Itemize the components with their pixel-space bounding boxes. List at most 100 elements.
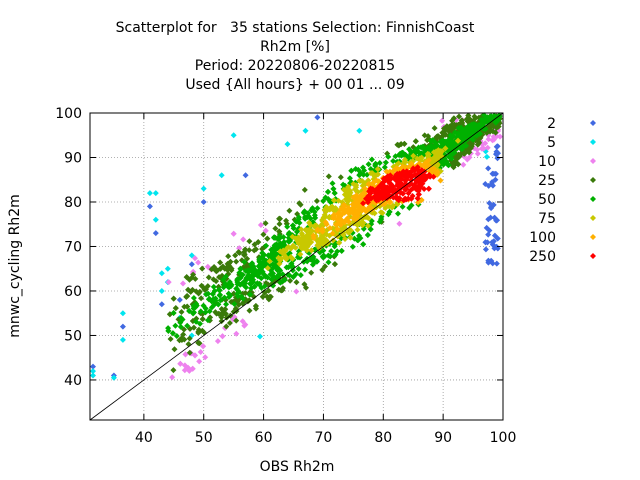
scatter-point: [489, 128, 496, 135]
scatter-point: [255, 239, 262, 246]
scatter-point: [450, 115, 457, 122]
scatter-point: [232, 252, 239, 259]
y-tick-label: 60: [64, 284, 82, 300]
scatter-point: [407, 169, 414, 175]
y-axis-label: mnwc_cycling Rh2m: [7, 194, 23, 337]
scatter-point: [443, 123, 450, 130]
scatter-point: [200, 199, 207, 205]
scatter-point: [357, 192, 364, 199]
scatter-point: [334, 248, 341, 255]
scatter-point: [293, 228, 300, 235]
scatter-point: [472, 123, 479, 130]
scatter-point: [240, 295, 247, 302]
scatter-point: [193, 302, 200, 309]
scatter-point: [272, 244, 278, 251]
scatter-point: [158, 270, 165, 277]
legend-marker: [590, 253, 596, 259]
legend-label: 100: [529, 230, 556, 246]
legend-marker: [590, 120, 596, 126]
scatter-point: [331, 211, 337, 218]
scatter-point: [287, 237, 293, 244]
scatter-point: [402, 151, 409, 158]
scatter-point: [178, 309, 185, 315]
scatter-point: [192, 352, 198, 359]
scatter-point: [311, 258, 318, 265]
scatter-point: [196, 358, 203, 365]
scatter-point: [292, 235, 299, 242]
scatter-point: [263, 242, 270, 249]
y-tick-label: 80: [64, 195, 82, 211]
scatter-point: [246, 238, 253, 245]
scatter-point: [320, 247, 327, 254]
scatter-point: [482, 239, 489, 246]
scatter-point: [276, 241, 283, 248]
scatter-point: [355, 221, 362, 228]
scatter-point: [192, 275, 199, 282]
scatter-point: [284, 141, 291, 148]
scatter-point: [386, 174, 393, 181]
scatter-point: [277, 267, 283, 274]
scatter-point: [337, 174, 344, 181]
scatter-point: [237, 265, 244, 272]
scatter-point: [222, 306, 229, 313]
scatter-point: [360, 205, 367, 211]
scatter-point: [431, 125, 438, 132]
scatter-point: [222, 273, 229, 280]
scatter-point: [302, 266, 308, 273]
scatter-point: [170, 367, 177, 374]
scatter-point: [302, 127, 309, 134]
scatter-point: [363, 195, 369, 202]
scatter-point: [455, 137, 461, 144]
scatter-point: [368, 156, 375, 163]
scatter-point: [234, 281, 241, 288]
scatter-point: [256, 258, 263, 265]
scatter-point: [399, 190, 406, 197]
scatter-point: [365, 222, 372, 229]
scatter-point: [244, 255, 251, 262]
scatter-point: [176, 296, 183, 303]
scatter-point: [490, 136, 497, 143]
scatter-point: [366, 203, 373, 210]
scatter-point: [228, 265, 235, 272]
scatter-point: [286, 250, 293, 257]
scatter-point: [327, 253, 334, 260]
scatter-point: [208, 304, 215, 311]
scatter-point: [260, 231, 267, 238]
scatter-point: [478, 121, 485, 128]
scatter-point: [312, 214, 319, 221]
scatter-point: [488, 113, 495, 120]
scatter-point: [382, 159, 389, 166]
scatter-point: [375, 194, 382, 201]
scatter-point: [247, 291, 254, 298]
scatter-point: [249, 272, 256, 279]
scatter-point: [227, 292, 234, 299]
scatter-point: [377, 209, 384, 216]
scatter-point: [236, 269, 243, 276]
scatter-point: [290, 274, 297, 280]
scatter-point: [493, 148, 500, 155]
scatter-point: [346, 227, 353, 233]
scatter-point: [441, 130, 448, 137]
scatter-point: [494, 235, 501, 242]
scatter-point: [385, 153, 392, 160]
scatter-point: [146, 190, 153, 197]
scatter-point: [188, 252, 195, 259]
scatter-point: [456, 113, 462, 120]
scatter-point: [448, 133, 455, 140]
scatter-point: [287, 254, 294, 260]
scatter-point: [233, 330, 240, 337]
scatter-point: [234, 276, 241, 283]
scatter-point: [225, 253, 232, 260]
scatter-point: [308, 269, 315, 276]
scatter-point: [359, 178, 366, 185]
x-tick-label: 90: [434, 430, 452, 446]
scatter-point: [190, 271, 197, 278]
scatter-point: [251, 283, 258, 290]
legend-marker: [590, 215, 596, 221]
scatter-point: [319, 266, 326, 273]
scatter-point: [379, 185, 386, 192]
scatter-point: [485, 165, 492, 172]
scatter-point: [198, 295, 205, 302]
scatter-point: [204, 263, 211, 270]
